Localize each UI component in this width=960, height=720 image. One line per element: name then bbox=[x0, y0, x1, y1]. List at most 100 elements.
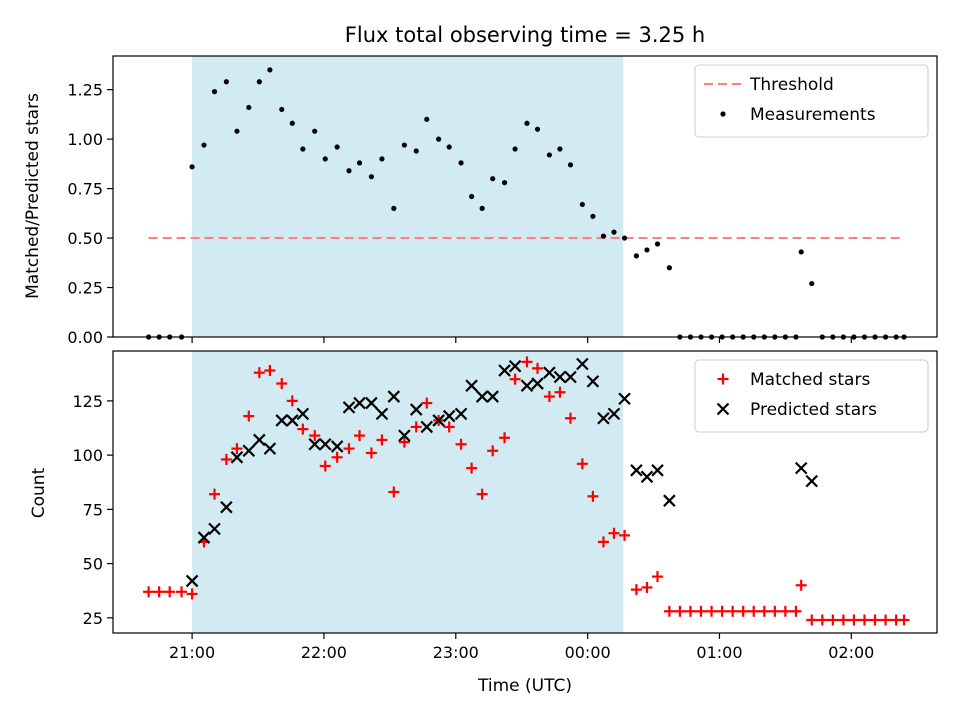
measurement-point bbox=[289, 120, 295, 126]
matched-star-point bbox=[466, 462, 478, 474]
matched-star-point bbox=[790, 605, 802, 617]
x-tick-label: 23:00 bbox=[433, 643, 479, 662]
x-tick-label: 22:00 bbox=[301, 643, 347, 662]
y-tick-label: 0.00 bbox=[67, 328, 103, 347]
matched-star-point bbox=[376, 434, 388, 446]
measurement-point bbox=[211, 89, 218, 95]
predicted-star-point bbox=[230, 451, 244, 464]
marker-stroke bbox=[365, 396, 378, 410]
matched-star-point bbox=[253, 367, 265, 379]
legend-label: Threshold bbox=[749, 75, 834, 95]
y-tick-label: 1.00 bbox=[67, 130, 103, 149]
predicted-star-point bbox=[508, 359, 522, 373]
marker-stroke bbox=[353, 396, 366, 410]
matched-star-point bbox=[543, 391, 555, 403]
matched-star-point bbox=[309, 430, 321, 442]
predicted-star-point bbox=[242, 444, 256, 458]
matched-star-point bbox=[795, 579, 807, 591]
matched-star-point bbox=[806, 614, 818, 626]
matched-star-point bbox=[651, 571, 663, 583]
panel-counts: 21:00 22:00 23:00 00:00 01:00 02:00 25 50 75 100 1… bbox=[72, 350, 938, 662]
marker-stroke bbox=[607, 407, 621, 421]
measurement-point bbox=[334, 144, 340, 150]
matched-star-point bbox=[143, 586, 155, 598]
matched-star-point bbox=[674, 605, 686, 617]
marker-stroke bbox=[197, 531, 211, 544]
matched-star-point bbox=[576, 458, 588, 470]
observing-window-shade bbox=[192, 56, 624, 337]
matched-star-point bbox=[758, 605, 770, 617]
predicted-star-point bbox=[387, 390, 401, 403]
marker-stroke bbox=[263, 442, 277, 455]
predicted-star-point bbox=[353, 396, 366, 410]
measurement-point bbox=[391, 205, 397, 211]
matched-star-point bbox=[365, 447, 377, 459]
predicted-star-point bbox=[263, 442, 277, 455]
measurement-point bbox=[189, 164, 195, 170]
predicted-star-point bbox=[618, 392, 631, 406]
marker-stroke bbox=[375, 407, 389, 421]
marker-stroke bbox=[275, 414, 289, 427]
measurement-point bbox=[633, 253, 640, 259]
matched-star-point bbox=[153, 586, 165, 598]
y-tick-label: 125 bbox=[72, 392, 103, 411]
matched-star-point bbox=[331, 451, 343, 463]
matched-star-point bbox=[630, 584, 642, 596]
predicted-star-point bbox=[365, 396, 378, 410]
matched-star-point bbox=[684, 605, 696, 617]
observing-window-shade bbox=[192, 351, 624, 633]
predicted-star-point bbox=[465, 379, 478, 392]
matched-star-point bbox=[243, 410, 255, 422]
measurement-point bbox=[611, 229, 617, 235]
axes-frame bbox=[112, 55, 938, 338]
measurement-point bbox=[501, 180, 508, 186]
marker-stroke bbox=[442, 409, 456, 423]
matched-star-point bbox=[554, 386, 566, 398]
x-tick-label: 21:00 bbox=[169, 643, 215, 662]
predicted-star-point bbox=[553, 370, 567, 384]
predicted-star-point bbox=[330, 440, 344, 453]
marker-stroke bbox=[286, 414, 299, 427]
marker-stroke bbox=[805, 474, 819, 488]
predicted-star-point bbox=[805, 474, 819, 488]
measurement-point bbox=[458, 160, 464, 166]
y-tick-label: 0.50 bbox=[67, 229, 103, 248]
predicted-star-point bbox=[651, 464, 664, 477]
legend-box bbox=[694, 64, 929, 138]
predicted-star-point bbox=[208, 522, 221, 536]
marker-stroke bbox=[475, 390, 489, 403]
marker-stroke bbox=[586, 375, 600, 388]
matched-star-point bbox=[532, 362, 544, 374]
marker-stroke bbox=[508, 359, 522, 373]
predicted-star-point bbox=[432, 414, 445, 427]
matched-star-point bbox=[827, 614, 839, 626]
matched-star-point bbox=[264, 365, 276, 377]
marker-stroke bbox=[208, 522, 221, 536]
x-axis-label: Time (UTC) bbox=[477, 676, 572, 696]
matched-star-point bbox=[641, 581, 653, 593]
predicted-star-point bbox=[442, 409, 456, 423]
measurement-point bbox=[356, 160, 363, 166]
measurement-point bbox=[654, 241, 661, 247]
y-axis-label-ratio: Matched/Predicted stars bbox=[23, 93, 43, 299]
measurement-point bbox=[267, 67, 273, 73]
matched-star-point bbox=[869, 614, 881, 626]
marker-stroke bbox=[486, 390, 499, 403]
measurement-point bbox=[322, 156, 328, 162]
marker-stroke bbox=[618, 392, 631, 406]
y-axis-label-count: Count bbox=[29, 467, 49, 518]
marker-stroke bbox=[498, 364, 511, 377]
marker-stroke bbox=[651, 464, 664, 477]
predicted-star-point bbox=[318, 437, 332, 451]
marker-stroke bbox=[543, 366, 556, 379]
matched-star-point bbox=[499, 432, 511, 444]
measurement-point bbox=[534, 126, 541, 132]
predicted-star-point bbox=[586, 375, 600, 388]
predicted-star-point bbox=[220, 500, 233, 514]
marker-stroke bbox=[342, 401, 356, 414]
legend-label: Matched stars bbox=[750, 370, 870, 390]
matched-star-point bbox=[220, 453, 232, 465]
measurement-point bbox=[234, 128, 240, 134]
predicted-star-point bbox=[398, 429, 411, 442]
measurement-point bbox=[666, 265, 672, 271]
